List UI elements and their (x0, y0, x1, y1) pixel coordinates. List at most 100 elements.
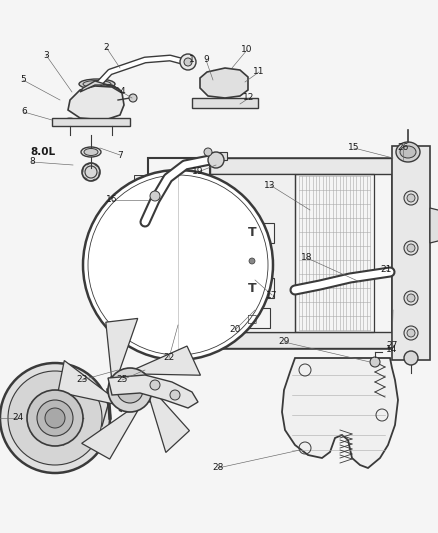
Polygon shape (106, 318, 138, 378)
Circle shape (184, 58, 192, 66)
Text: 20: 20 (230, 326, 241, 335)
Circle shape (180, 54, 196, 70)
Circle shape (404, 191, 418, 205)
Circle shape (27, 390, 83, 446)
Ellipse shape (396, 142, 420, 162)
Text: 12: 12 (244, 93, 254, 102)
Polygon shape (134, 330, 148, 346)
Polygon shape (134, 308, 148, 324)
Bar (210, 332, 392, 348)
Text: 25: 25 (117, 376, 128, 384)
Polygon shape (134, 200, 148, 216)
Text: 21: 21 (380, 265, 392, 274)
Text: 27: 27 (386, 341, 398, 350)
Circle shape (370, 357, 380, 367)
Circle shape (407, 194, 415, 202)
Circle shape (204, 148, 212, 156)
Circle shape (404, 291, 418, 305)
Bar (392, 146, 430, 360)
Text: 4: 4 (119, 87, 125, 96)
Ellipse shape (63, 118, 77, 126)
Ellipse shape (81, 147, 101, 157)
Ellipse shape (235, 99, 249, 107)
Polygon shape (81, 410, 138, 459)
Text: 6: 6 (21, 108, 27, 117)
Polygon shape (134, 175, 148, 191)
Text: 2: 2 (103, 43, 109, 52)
Text: 5: 5 (20, 76, 26, 85)
Circle shape (37, 400, 73, 436)
Text: 13: 13 (264, 181, 276, 190)
Polygon shape (134, 228, 148, 244)
Text: 10: 10 (241, 45, 253, 54)
Circle shape (170, 390, 180, 400)
Circle shape (83, 170, 273, 360)
Bar (210, 158, 392, 174)
Polygon shape (134, 255, 148, 271)
Ellipse shape (83, 80, 111, 87)
Text: 18: 18 (301, 254, 313, 262)
Circle shape (404, 326, 418, 340)
Bar (210, 158, 392, 348)
Ellipse shape (207, 74, 241, 94)
Circle shape (407, 244, 415, 252)
Circle shape (407, 329, 415, 337)
Ellipse shape (208, 83, 218, 90)
Text: 23: 23 (76, 376, 88, 384)
Text: 28: 28 (212, 464, 224, 472)
Text: 14: 14 (386, 345, 398, 354)
Bar (230, 278, 274, 298)
Polygon shape (134, 282, 148, 298)
Polygon shape (58, 360, 113, 404)
Circle shape (150, 380, 160, 390)
Circle shape (404, 241, 418, 255)
Circle shape (0, 363, 110, 473)
Ellipse shape (84, 149, 98, 156)
Text: □: □ (247, 313, 257, 323)
Text: 9: 9 (203, 55, 209, 64)
Text: T: T (247, 281, 256, 295)
Ellipse shape (201, 99, 215, 107)
Text: 1: 1 (189, 55, 195, 64)
Bar (230, 223, 274, 243)
Polygon shape (150, 389, 189, 453)
Ellipse shape (79, 79, 115, 89)
Circle shape (108, 368, 152, 412)
Text: 11: 11 (253, 68, 265, 77)
Circle shape (208, 152, 224, 168)
Bar (210, 174, 295, 332)
Text: 8.0L: 8.0L (30, 147, 56, 157)
Ellipse shape (400, 146, 416, 158)
Polygon shape (108, 375, 198, 408)
Text: 7: 7 (117, 150, 123, 159)
Polygon shape (136, 346, 201, 375)
Bar (148, 158, 210, 348)
Circle shape (8, 371, 102, 465)
Circle shape (407, 294, 415, 302)
Circle shape (150, 191, 160, 201)
Polygon shape (80, 81, 122, 92)
Polygon shape (200, 68, 248, 98)
Polygon shape (430, 208, 438, 243)
Ellipse shape (404, 351, 418, 365)
Text: 22: 22 (163, 353, 175, 362)
Text: 19: 19 (192, 167, 204, 176)
Ellipse shape (212, 77, 236, 91)
Text: 16: 16 (106, 196, 118, 205)
Text: T: T (247, 227, 256, 239)
Text: 3: 3 (43, 51, 49, 60)
Bar (234, 308, 270, 328)
Polygon shape (192, 98, 258, 108)
Polygon shape (282, 358, 398, 468)
Text: 29: 29 (278, 337, 290, 346)
Text: 15: 15 (348, 143, 360, 152)
Circle shape (45, 408, 65, 428)
Circle shape (249, 258, 255, 264)
Bar (205, 152, 227, 160)
Polygon shape (52, 118, 130, 126)
Polygon shape (68, 86, 124, 120)
Bar (152, 196, 172, 210)
Circle shape (129, 94, 137, 102)
Bar (295, 174, 374, 332)
Text: 24: 24 (12, 414, 24, 423)
